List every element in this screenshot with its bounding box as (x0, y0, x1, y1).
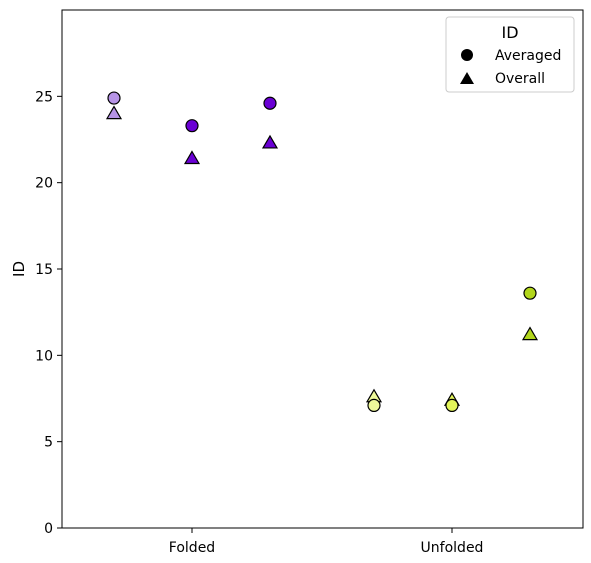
y-tick-label: 5 (44, 435, 53, 451)
overall-point (183, 150, 201, 165)
legend-entry-overall: Overall (495, 71, 545, 87)
legend-entry-averaged: Averaged (495, 48, 561, 64)
legend-circle-marker (461, 49, 473, 61)
x-tick-label: Unfolded (421, 540, 484, 556)
y-tick-label: 0 (44, 521, 53, 537)
overall-point (521, 326, 539, 341)
averaged-point (185, 119, 199, 133)
averaged-point (445, 398, 459, 413)
x-tick-label: Folded (169, 540, 215, 556)
overall-point (261, 134, 279, 149)
y-axis-ticks: 0 5 10 15 20 25 (35, 89, 62, 537)
averaged-point (367, 398, 381, 413)
y-tick-label: 25 (35, 89, 53, 105)
legend: ID Averaged Overall (445, 16, 575, 93)
averaged-point (263, 96, 277, 110)
x-axis-ticks: Folded Unfolded (169, 528, 484, 556)
y-axis-label: ID (10, 261, 28, 277)
averaged-point (523, 286, 537, 300)
plot-area (61, 9, 584, 529)
data-points (105, 91, 539, 413)
y-tick-label: 15 (35, 262, 53, 278)
y-tick-label: 10 (35, 348, 53, 364)
overall-point (105, 105, 123, 120)
y-tick-label: 20 (35, 176, 53, 192)
legend-triangle-marker (460, 72, 474, 84)
legend-title: ID (501, 23, 518, 42)
legend-box (445, 16, 575, 93)
averaged-point (107, 91, 121, 105)
